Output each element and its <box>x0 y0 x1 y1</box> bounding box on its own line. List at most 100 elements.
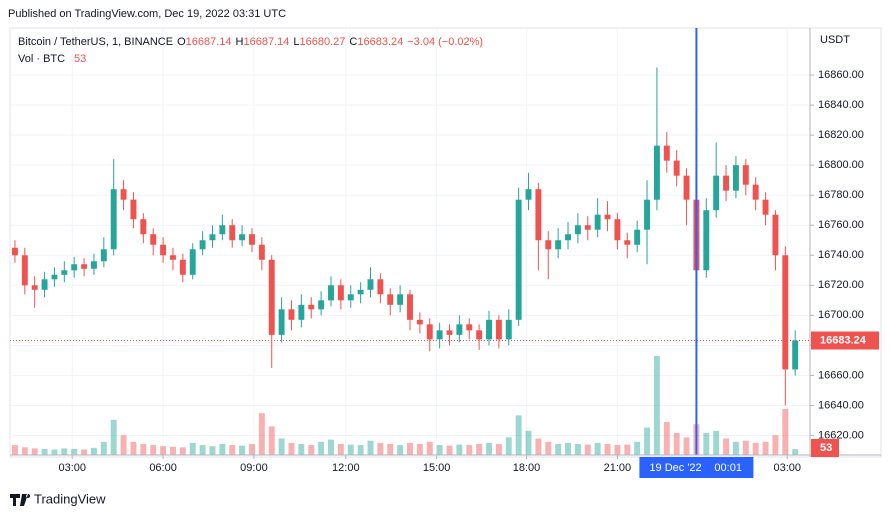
volume-bar <box>505 437 512 455</box>
volume-bar <box>772 435 779 455</box>
y-tick-label: 16840.00 <box>818 99 864 111</box>
candle-body <box>476 330 483 340</box>
candle-body <box>407 294 413 320</box>
candle-body <box>486 319 492 340</box>
candle-body <box>377 279 384 295</box>
y-tick-label: 16740.00 <box>818 249 864 261</box>
candle-body <box>644 199 650 230</box>
candle-body <box>357 289 364 295</box>
candle-body <box>782 255 789 370</box>
candle-body <box>51 274 58 280</box>
candle-body <box>752 184 759 200</box>
candle-body <box>416 319 423 325</box>
candle-body <box>584 225 591 230</box>
ohlc-key: C <box>349 36 357 48</box>
candle-body <box>209 234 216 241</box>
candle-body <box>189 249 196 275</box>
volume-bar <box>407 442 413 455</box>
volume-bar <box>486 442 492 455</box>
volume-bar <box>160 446 167 455</box>
volume-bar <box>792 449 799 455</box>
candle-body <box>703 210 710 271</box>
candle-body <box>298 304 305 320</box>
volume-bar <box>594 442 601 455</box>
candle-body <box>594 214 601 230</box>
volume-bar <box>308 445 315 455</box>
candle-body <box>574 225 581 235</box>
y-tick-label: 16760.00 <box>818 219 864 231</box>
volume-bar <box>150 445 157 455</box>
candle-body <box>792 340 799 370</box>
candle-body <box>120 189 127 200</box>
volume-bar <box>495 444 502 455</box>
volume-bar <box>683 437 690 455</box>
volume-bar <box>466 445 473 455</box>
volume-bar <box>249 444 255 455</box>
volume-bar <box>525 430 532 455</box>
y-tick-label: 16660.00 <box>818 369 864 381</box>
crosshair-date: 19 Dec '22 <box>649 462 701 474</box>
candle-body <box>634 229 641 245</box>
currency: USDT <box>820 34 850 46</box>
candle-body <box>140 219 147 235</box>
volume-bar <box>713 430 720 455</box>
candle-body <box>446 330 453 335</box>
candle-body <box>249 234 255 245</box>
volume-bar <box>357 445 364 455</box>
published-note: Published on TradingView.com, Dec 19, 20… <box>8 8 286 20</box>
candle-body <box>713 175 720 211</box>
volume-bar <box>268 426 275 455</box>
y-tick-label: 16620.00 <box>818 429 864 441</box>
candle-body <box>150 234 157 245</box>
x-tick-label: 15:00 <box>423 462 451 474</box>
volume-bar <box>61 448 68 455</box>
candle-body <box>337 285 344 301</box>
candle-body <box>367 279 374 290</box>
candle-body <box>318 300 325 310</box>
y-tick-label: 16720.00 <box>818 279 864 291</box>
volume-bar <box>288 442 295 455</box>
candle-body <box>614 219 621 241</box>
volume-bar <box>278 438 285 455</box>
ohlc-key: L <box>293 36 299 48</box>
candle-body <box>61 270 68 275</box>
x-tick-label: 09:00 <box>240 462 268 474</box>
volume-bar <box>634 441 641 455</box>
volume-bar <box>90 447 97 455</box>
volume-bar <box>170 446 176 455</box>
candle-body <box>505 319 512 340</box>
volume-bar <box>120 435 127 455</box>
candle-body <box>545 240 552 250</box>
ohlc-value: 16687.14 <box>186 36 232 48</box>
ohlc-key: H <box>236 36 244 48</box>
candle-body <box>219 225 226 235</box>
candle-body <box>683 175 690 200</box>
crosshair-time: 00:01 <box>714 462 742 474</box>
ohlc-value: 16683.24 <box>357 36 403 48</box>
ohlc-key: O <box>177 36 186 48</box>
volume-bar <box>140 444 147 455</box>
volume-bar <box>644 427 650 455</box>
volume-bar <box>416 444 423 455</box>
legend: Bitcoin / TetherUS, 1, BINANCE Vol · BTC… <box>18 36 483 65</box>
candle-body <box>604 214 611 220</box>
candle-body <box>565 234 571 241</box>
candle-body <box>328 285 334 301</box>
candle-body <box>41 279 48 290</box>
volume-bar <box>446 445 453 455</box>
candle-body <box>515 199 522 320</box>
volume-bar <box>377 442 384 455</box>
candle-body <box>624 240 631 245</box>
volume-bar <box>219 444 226 455</box>
logo <box>10 494 31 506</box>
x-tick-label: 12:00 <box>332 462 360 474</box>
candle-body <box>535 189 542 241</box>
y-tick-label: 16820.00 <box>818 129 864 141</box>
candle-body <box>11 247 18 256</box>
candle-body <box>268 259 275 335</box>
volume-bar <box>663 422 670 455</box>
x-tick-label: 21:00 <box>604 462 632 474</box>
y-tick-label: 16800.00 <box>818 159 864 171</box>
candle-body <box>673 160 680 176</box>
